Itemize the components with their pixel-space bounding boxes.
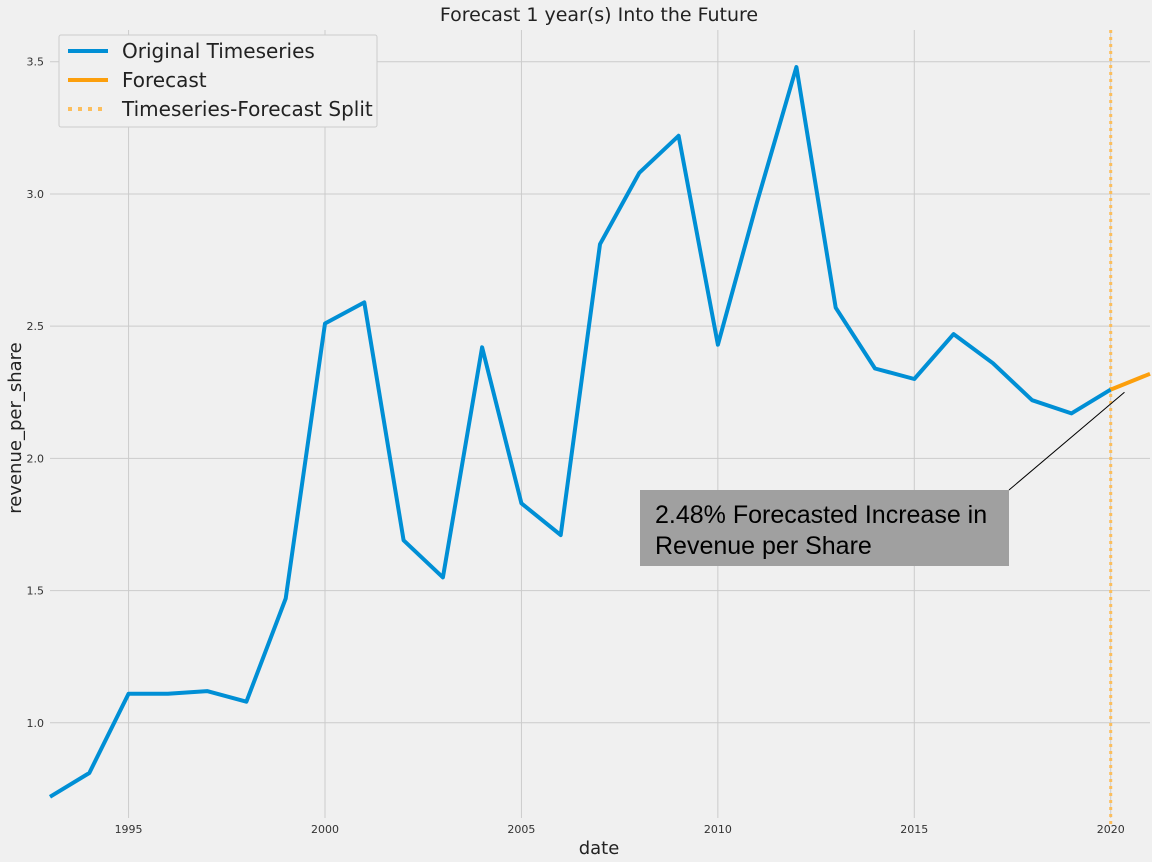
legend-box [58, 34, 378, 128]
x-tick-label: 2005 [507, 823, 535, 836]
annotation-group: 2.48% Forecasted Increase in Revenue per … [640, 391, 1125, 566]
x-axis-label: date [579, 838, 620, 859]
y-tick-label: 1.0 [27, 717, 45, 730]
y-tick-label: 3.5 [27, 56, 45, 69]
series-group [48, 65, 1151, 799]
legend-original-label: Original Timeseries [122, 39, 315, 63]
y-axis-label: revenue_per_share [5, 342, 26, 514]
y-tick-label: 3.0 [27, 188, 45, 201]
chart-title: Forecast 1 year(s) Into the Future [440, 4, 758, 26]
tick-labels: 1.0 1.5 2.0 2.5 3.0 3.5 1995 2000 2005 2010 2015 20… [27, 56, 1125, 836]
x-tick-label: 1995 [115, 823, 143, 836]
grid-lines [50, 30, 1150, 818]
y-tick-label: 1.5 [27, 585, 45, 598]
forecast-line [1109, 371, 1151, 392]
x-tick-label: 2020 [1097, 823, 1125, 836]
y-tick-label: 2.0 [27, 452, 45, 465]
legend: Original Timeseries Forecast Timeseries-… [58, 34, 378, 128]
annotation-text: 2.48% Forecasted Increase in [655, 501, 987, 529]
y-tick-label: 2.5 [27, 320, 45, 333]
legend-split-label: Timeseries-Forecast Split [121, 97, 373, 121]
x-tick-label: 2015 [900, 823, 928, 836]
annotation-box [640, 490, 1009, 566]
x-tick-label: 2010 [704, 823, 732, 836]
legend-forecast-label: Forecast [122, 68, 207, 92]
original-timeseries-line [48, 65, 1112, 799]
annotation-arrow [1008, 391, 1125, 491]
annotation-text: Revenue per Share [655, 532, 872, 560]
x-tick-label: 2000 [311, 823, 339, 836]
